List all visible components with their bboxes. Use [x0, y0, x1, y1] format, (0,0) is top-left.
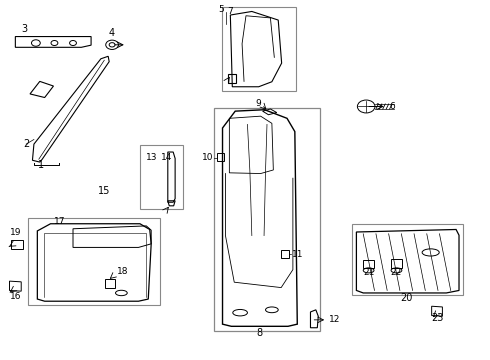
Text: 9: 9	[256, 99, 262, 108]
Bar	[221, 7, 296, 91]
Text: 5: 5	[219, 5, 224, 14]
Text: 19: 19	[9, 228, 21, 237]
Text: 22: 22	[391, 268, 402, 277]
Text: 18: 18	[117, 267, 128, 276]
Bar	[140, 145, 183, 209]
Bar	[351, 224, 463, 296]
Text: 8: 8	[257, 328, 263, 338]
Bar	[27, 218, 160, 305]
Text: 13: 13	[146, 153, 157, 162]
Text: 20: 20	[400, 293, 413, 303]
Text: 16: 16	[9, 292, 21, 301]
Text: 7: 7	[227, 7, 233, 16]
Text: 17: 17	[53, 217, 65, 226]
Text: 2: 2	[23, 139, 29, 149]
Text: 10: 10	[202, 153, 214, 162]
Text: 3: 3	[21, 24, 27, 35]
Text: 11: 11	[292, 250, 303, 259]
Text: 15: 15	[98, 186, 110, 197]
Text: 1: 1	[38, 160, 44, 170]
Bar	[214, 108, 320, 330]
Text: 14: 14	[161, 153, 172, 162]
Text: 6: 6	[390, 102, 395, 111]
Text: 21: 21	[363, 268, 374, 277]
Text: 23: 23	[431, 313, 443, 323]
Text: 12: 12	[329, 315, 341, 324]
Text: 4: 4	[109, 28, 115, 38]
